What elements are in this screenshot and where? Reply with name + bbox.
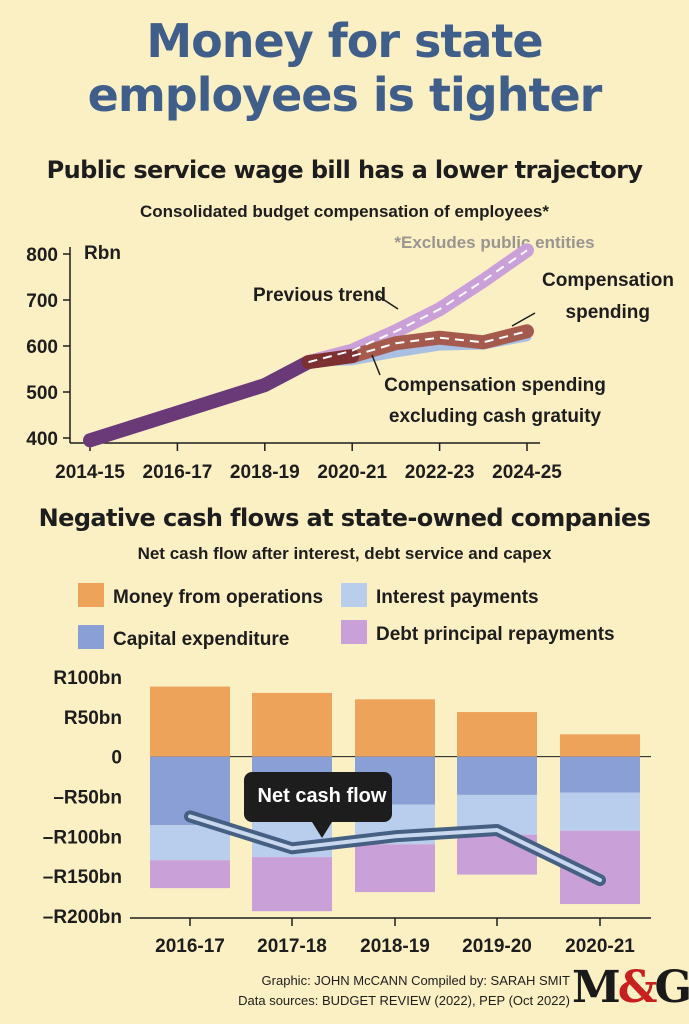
x-tick-label: 2024-25 [492, 462, 562, 483]
bar-debt [355, 844, 435, 893]
annotation-excl-gratuity-line-1: Compensation spending [384, 375, 606, 396]
x-tick-label: 2022-23 [405, 462, 475, 483]
legend-label: Debt principal repayments [376, 624, 615, 645]
bar-interest [560, 792, 640, 831]
y-axis-unit: Rbn [84, 243, 121, 264]
y-tick-label: 400 [26, 429, 58, 450]
credits-line-2: Data sources: BUDGET REVIEW (2022), PEP … [238, 993, 570, 1008]
credits-line-1: Graphic: JOHN McCANN Compiled by: SARAH … [261, 973, 570, 988]
y-tick-label: –R200bn [43, 907, 122, 928]
x-tick-label: 2018-19 [230, 462, 300, 483]
cashflow-chart-title: Negative cash flows at state-owned compa… [38, 504, 651, 532]
net-cash-flow-callout [244, 772, 392, 838]
legend-swatch [78, 583, 104, 607]
headline: Money for state employees is tighter [0, 14, 689, 122]
bar-operations [560, 734, 640, 757]
y-tick-label: –R50bn [53, 788, 122, 809]
bar-operations [150, 686, 230, 757]
y-tick-label: 800 [26, 245, 58, 266]
x-tick-label: 2017-18 [257, 936, 327, 957]
headline-line-2: employees is tighter [87, 68, 603, 122]
wage-chart-title: Public service wage bill has a lower tra… [46, 156, 643, 184]
bar-debt [150, 860, 230, 889]
x-tick-label: 2014-15 [55, 462, 125, 483]
legend-swatch [341, 620, 367, 644]
net-cash-flow-line-inner [188, 814, 602, 883]
wage-chart-subtitle: Consolidated budget compensation of empl… [140, 202, 549, 221]
bar-operations [457, 712, 537, 757]
leader-compensation [511, 312, 536, 327]
annotation-excl-gratuity-line-2: excluding cash gratuity [389, 406, 602, 427]
leader-excl-gratuity [371, 354, 381, 376]
annotation-previous-trend: Previous trend [253, 285, 386, 306]
y-tick-label: 600 [26, 337, 58, 358]
bar-operations [355, 699, 435, 757]
x-tick-label: 2016-17 [155, 936, 225, 957]
bar-debt [252, 857, 332, 912]
net-cash-flow-label: Net cash flow [258, 785, 387, 807]
y-tick-label: R100bn [53, 668, 122, 689]
legend-label: Money from operations [113, 587, 323, 608]
bar-capex [560, 756, 640, 793]
previous-trend-dash [308, 249, 528, 364]
legend-swatch [341, 583, 367, 607]
x-tick-label: 2020-21 [317, 462, 387, 483]
bar-capex [457, 756, 537, 795]
annotation-compensation-line-1: Compensation [542, 270, 674, 291]
legend-label: Capital expenditure [113, 629, 289, 650]
annotation-compensation-line-2: spending [566, 302, 650, 323]
x-tick-label: 2018-19 [360, 936, 430, 957]
y-tick-label: R50bn [64, 708, 122, 729]
x-tick-label: 2020-21 [565, 936, 635, 957]
cash-flow-chart: Money from operations Capital expenditure… [43, 583, 651, 957]
wage-chart-note: *Excludes public entities [394, 233, 595, 252]
y-tick-label: 700 [26, 291, 58, 312]
y-tick-label: –R150bn [43, 867, 122, 888]
credits: Graphic: JOHN McCANN Compiled by: SARAH … [150, 971, 570, 1011]
wage-bill-chart: 800 700 600 500 400 Rbn 2014-15 2016-17 2018-19 2… [26, 243, 674, 483]
compensation-dash [351, 330, 528, 358]
headline-line-1: Money for state [146, 14, 543, 68]
leader-previous-trend [377, 295, 399, 310]
series-history [83, 355, 316, 448]
bar-operations [252, 692, 332, 757]
y-tick-label: 0 [111, 748, 122, 769]
legend-label: Interest payments [376, 587, 539, 608]
x-tick-label: 2019-20 [462, 936, 532, 957]
legend-swatch [78, 625, 104, 649]
y-tick-label: –R100bn [43, 827, 122, 848]
cashflow-chart-subtitle: Net cash flow after interest, debt servi… [137, 544, 552, 563]
y-tick-label: 500 [26, 383, 58, 404]
mg-logo: M&G [572, 962, 689, 1013]
x-tick-label: 2016-17 [143, 462, 213, 483]
